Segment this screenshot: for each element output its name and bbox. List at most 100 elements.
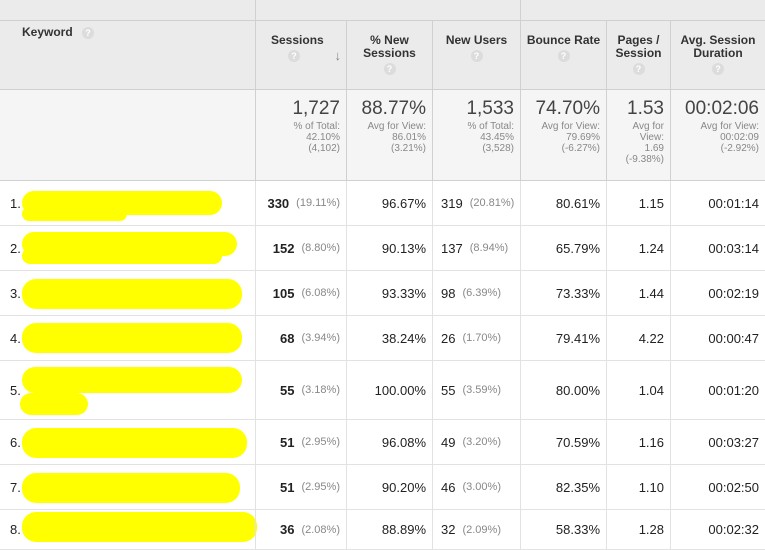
table-row: 8. 36 (2.08%) 88.89% 32 (2.09%) 58.33% 1.28 00:0… — [0, 510, 765, 550]
bounce-rate-cell: 80.61% — [520, 181, 606, 225]
row-index: 3. — [10, 285, 21, 301]
pages-session-value: 1.04 — [638, 382, 664, 398]
totals-new-sessions-value: 88.77% — [361, 98, 426, 119]
totals-sub: % of Total: — [467, 121, 514, 132]
keyword-cell[interactable]: 3. — [0, 271, 255, 315]
sort-descending-icon[interactable]: ↓ — [334, 48, 342, 63]
totals-avg-duration-value: 00:02:06 — [685, 98, 759, 119]
pages-session-cell: 1.15 — [606, 181, 670, 225]
header-pages-session[interactable]: Pages / Session ? — [606, 21, 670, 89]
pages-session-cell: 4.22 — [606, 316, 670, 360]
header-bounce-rate[interactable]: Bounce Rate ? — [520, 21, 606, 89]
bounce-rate-value: 80.00% — [555, 382, 600, 398]
column-group-strip — [0, 0, 765, 21]
keyword-cell[interactable]: 7. — [0, 465, 255, 509]
sessions-cell: 51 (2.95%) — [255, 420, 346, 464]
pages-session-value: 1.28 — [638, 522, 664, 537]
pages-session-cell: 1.16 — [606, 420, 670, 464]
header-avg-duration-label: Avg. Session Duration — [680, 33, 756, 60]
avg-duration-value: 00:03:27 — [708, 434, 759, 450]
header-sessions-label: Sessions — [271, 33, 324, 47]
keyword-cell[interactable]: 2. — [0, 226, 255, 270]
keyword-cell[interactable]: 6. — [0, 420, 255, 464]
header-pages-session-label: Pages / Session — [615, 33, 662, 60]
header-avg-duration[interactable]: Avg. Session Duration ? — [670, 21, 765, 89]
totals-sub: (3.21%) — [390, 143, 426, 154]
new-sessions-value: 38.24% — [381, 330, 426, 346]
avg-duration-cell: 00:01:20 — [670, 361, 765, 419]
header-sessions[interactable]: Sessions ? ↓ — [255, 21, 346, 89]
keyword-cell[interactable]: 5.m — [0, 361, 255, 419]
header-new-sessions-label: % New Sessions — [363, 33, 416, 60]
new-users-pct: (6.39%) — [462, 287, 501, 299]
help-icon[interactable]: ? — [632, 63, 645, 75]
avg-duration-value: 00:02:19 — [708, 285, 759, 301]
table-row: 3. 105 (6.08%) 93.33% 98 (6.39%) 73.33% 1.44 00:… — [0, 271, 765, 316]
new-users-pct: (20.81%) — [469, 197, 515, 209]
new-sessions-cell: 88.89% — [346, 510, 432, 549]
totals-sub: % of Total: — [293, 121, 340, 132]
totals-new-users: 1,533 % of Total: 43.45% (3,528) — [432, 90, 520, 180]
new-sessions-cell: 96.08% — [346, 420, 432, 464]
totals-sub: Avg for View: — [700, 121, 759, 132]
help-icon[interactable]: ? — [82, 26, 95, 39]
avg-duration-cell: 00:02:32 — [670, 510, 765, 549]
row-index: 6. — [10, 434, 21, 450]
pages-session-cell: 1.28 — [606, 510, 670, 549]
totals-sub: Avg for View: — [367, 121, 426, 132]
avg-duration-value: 00:01:14 — [708, 195, 759, 211]
new-sessions-cell: 100.00% — [346, 361, 432, 419]
new-sessions-cell: 93.33% — [346, 271, 432, 315]
bounce-rate-value: 73.33% — [555, 285, 600, 301]
row-index: 7. — [10, 479, 21, 495]
help-icon[interactable]: ? — [383, 63, 396, 75]
avg-duration-cell: 00:03:14 — [670, 226, 765, 270]
help-icon[interactable]: ? — [712, 63, 724, 75]
keyword-cell[interactable]: 1. — [0, 181, 255, 225]
totals-sub: (-9.38%) — [625, 154, 664, 165]
sessions-pct: (8.80%) — [301, 242, 340, 254]
totals-sub: Avg for View: — [541, 121, 600, 132]
bounce-rate-value: 79.41% — [555, 330, 600, 346]
new-users-pct: (2.09%) — [462, 523, 501, 536]
row-index: 8. — [10, 522, 21, 537]
header-new-sessions[interactable]: % New Sessions ? — [346, 21, 432, 89]
group-divider — [255, 0, 256, 20]
new-users-cell: 137 (8.94%) — [432, 226, 520, 270]
sessions-value: 68 — [280, 330, 295, 346]
help-icon[interactable]: ? — [557, 50, 570, 62]
avg-duration-value: 00:02:32 — [708, 522, 759, 537]
new-users-cell: 55 (3.59%) — [432, 361, 520, 419]
header-new-users[interactable]: New Users ? — [432, 21, 520, 89]
totals-sessions: 1,727 % of Total: 42.10% (4,102) — [255, 90, 346, 180]
bounce-rate-value: 58.33% — [555, 522, 600, 537]
sessions-pct: (2.08%) — [301, 523, 340, 536]
table-row: 6. 51 (2.95%) 96.08% 49 (3.20%) 70.59% 1.16 00:0… — [0, 420, 765, 465]
bounce-rate-value: 65.79% — [555, 240, 600, 256]
new-sessions-cell: 90.20% — [346, 465, 432, 509]
pages-session-cell: 1.24 — [606, 226, 670, 270]
redaction-mark — [22, 473, 240, 503]
totals-sub: 43.45% — [480, 132, 514, 143]
table-header: Keyword ? Sessions ? ↓ % New Sessions ? … — [0, 21, 765, 90]
keyword-cell[interactable]: 8. — [0, 510, 257, 549]
sessions-value: 330 — [267, 195, 290, 211]
help-icon[interactable]: ? — [470, 50, 483, 62]
avg-duration-cell: 00:00:47 — [670, 316, 765, 360]
totals-new-users-value: 1,533 — [466, 98, 514, 119]
help-icon[interactable]: ? — [288, 50, 300, 62]
header-keyword[interactable]: Keyword ? — [0, 21, 255, 89]
redaction-mark — [22, 367, 242, 393]
avg-duration-value: 00:01:20 — [708, 382, 759, 398]
pages-session-value: 1.16 — [638, 434, 664, 450]
new-users-value: 137 — [441, 240, 463, 256]
new-sessions-value: 90.13% — [381, 240, 426, 256]
totals-sub: (-6.27%) — [561, 143, 600, 154]
row-index: 2. — [10, 240, 21, 256]
keyword-cell[interactable]: 4. — [0, 316, 255, 360]
new-users-cell: 26 (1.70%) — [432, 316, 520, 360]
sessions-cell: 36 (2.08%) — [255, 510, 346, 549]
totals-sub: View: — [639, 132, 664, 143]
new-sessions-cell: 90.13% — [346, 226, 432, 270]
new-users-value: 26 — [441, 330, 456, 346]
